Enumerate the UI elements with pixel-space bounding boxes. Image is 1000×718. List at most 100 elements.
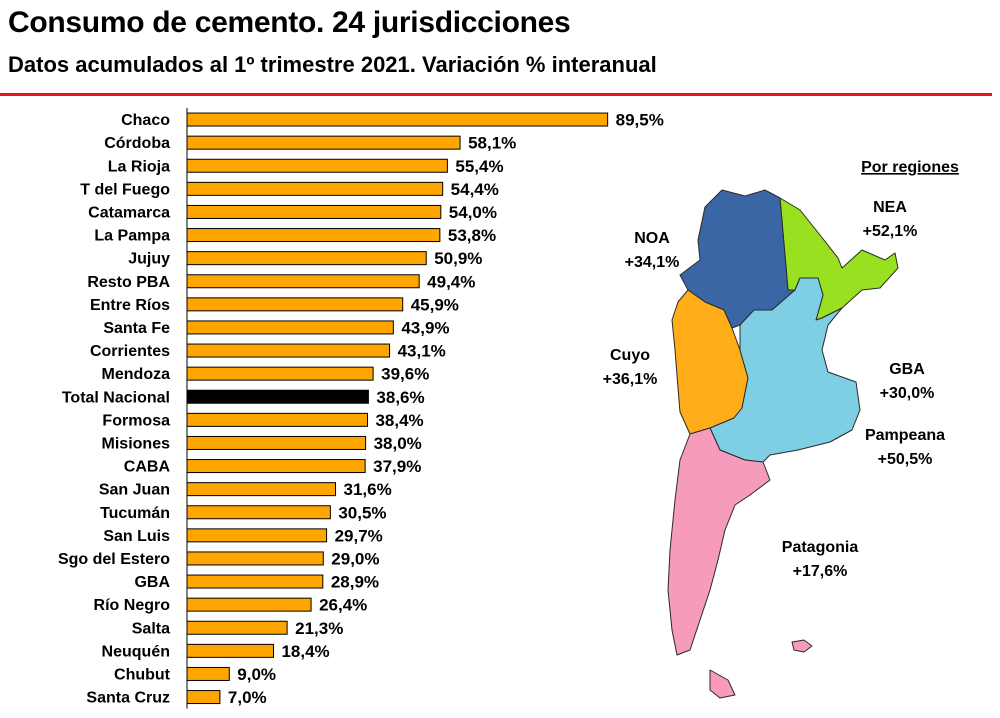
label-pampeana-name: Pampeana — [865, 427, 945, 444]
value-label: 9,0% — [237, 665, 276, 684]
value-label: 28,9% — [331, 573, 379, 592]
chart-subtitle: Datos acumulados al 1º trimestre 2021. V… — [8, 52, 657, 77]
value-label: 38,0% — [374, 434, 422, 453]
bar — [186, 690, 221, 705]
value-label: 31,6% — [344, 480, 392, 499]
category-label: Jujuy — [128, 251, 170, 268]
chart-title: Consumo de cemento. 24 jurisdicciones — [8, 6, 571, 39]
bar — [186, 297, 404, 312]
value-label: 21,3% — [295, 619, 343, 638]
value-label: 45,9% — [411, 295, 459, 314]
value-label: 54,0% — [449, 203, 497, 222]
title-divider — [0, 93, 992, 96]
bar — [186, 135, 461, 150]
value-label: 7,0% — [228, 688, 267, 707]
label-nea-value: +52,1% — [863, 223, 918, 240]
value-label: 89,5% — [616, 111, 664, 130]
bar — [186, 574, 324, 589]
bar — [186, 412, 368, 427]
category-label: Salta — [132, 620, 170, 637]
label-noa-name: NOA — [634, 230, 670, 247]
category-label: San Juan — [99, 482, 170, 499]
category-label: Santa Fe — [103, 320, 170, 337]
bar — [186, 482, 337, 497]
bar — [186, 666, 230, 681]
category-label: Chaco — [121, 112, 170, 129]
label-patagonia-value: +17,6% — [793, 563, 848, 580]
region-pampeana-shape — [709, 277, 861, 463]
bar — [186, 435, 367, 450]
value-label: 39,6% — [381, 365, 429, 384]
bar — [186, 181, 444, 196]
bar — [186, 274, 420, 289]
category-label: Córdoba — [104, 135, 170, 152]
category-label: Tucumán — [100, 505, 170, 522]
bar — [186, 204, 442, 219]
category-label: La Rioja — [108, 158, 170, 175]
label-cuyo-value: +36,1% — [603, 371, 658, 388]
bar — [186, 389, 369, 404]
bar — [186, 459, 366, 474]
category-label: Corrientes — [90, 343, 170, 360]
map-heading: Por regiones — [861, 159, 959, 176]
value-label: 18,4% — [281, 642, 329, 661]
category-label: San Luis — [103, 528, 170, 545]
label-noa-value: +34,1% — [625, 254, 680, 271]
region-patagonia-tdf-shape — [709, 669, 736, 699]
bar-chart: Chaco 89,5% Córdoba 58,1% La Rioja 55,4% T del… — [58, 108, 664, 709]
value-label: 53,8% — [448, 226, 496, 245]
value-label: 26,4% — [319, 596, 367, 615]
category-label: Chubut — [114, 666, 171, 683]
category-label: Formosa — [102, 412, 170, 429]
category-label: Resto PBA — [87, 274, 170, 291]
bar — [186, 620, 288, 635]
category-label: Total Nacional — [62, 389, 170, 406]
value-label: 29,0% — [331, 549, 379, 568]
value-label: 55,4% — [455, 157, 503, 176]
category-label: CABA — [124, 459, 171, 476]
value-label: 43,1% — [398, 342, 446, 361]
argentina-map — [667, 189, 899, 699]
value-label: 30,5% — [338, 503, 386, 522]
value-label: 29,7% — [335, 526, 383, 545]
bar — [186, 505, 331, 520]
region-patagonia-shape — [667, 427, 771, 656]
label-pampeana-value: +50,5% — [878, 451, 933, 468]
bar — [186, 320, 394, 335]
category-label: Mendoza — [102, 366, 171, 383]
bar — [186, 251, 427, 266]
value-label: 37,9% — [373, 457, 421, 476]
label-nea-name: NEA — [873, 199, 907, 216]
category-label: Misiones — [102, 435, 171, 452]
bar — [186, 551, 324, 566]
value-label: 43,9% — [401, 318, 449, 337]
regions-map: Por regiones NOA +34,1% NEA +52,1% Cuyo … — [603, 159, 959, 699]
bar — [186, 643, 274, 658]
bar — [186, 112, 609, 127]
value-label: 38,6% — [376, 388, 424, 407]
category-label: Río Negro — [94, 597, 171, 614]
value-label: 38,4% — [375, 411, 423, 430]
value-label: 54,4% — [451, 180, 499, 199]
category-label: Entre Ríos — [90, 297, 170, 314]
value-label: 58,1% — [468, 134, 516, 153]
label-patagonia-name: Patagonia — [782, 539, 859, 556]
category-label: T del Fuego — [80, 181, 170, 198]
label-cuyo-name: Cuyo — [610, 347, 650, 364]
label-gba-value: +30,0% — [880, 385, 935, 402]
bar — [186, 528, 328, 543]
bars-layer: Chaco 89,5% Córdoba 58,1% La Rioja 55,4% T del… — [58, 111, 664, 707]
category-label: Sgo del Estero — [58, 551, 170, 568]
malvinas-shape — [791, 639, 813, 653]
bar — [186, 228, 441, 243]
bar — [186, 158, 448, 173]
value-label: 50,9% — [434, 249, 482, 268]
bar — [186, 343, 391, 358]
label-gba-name: GBA — [889, 361, 925, 378]
bar — [186, 366, 374, 381]
bar — [186, 597, 312, 612]
value-label: 49,4% — [427, 272, 475, 291]
category-label: Catamarca — [88, 204, 170, 221]
category-label: GBA — [134, 574, 170, 591]
category-label: Neuquén — [102, 643, 170, 660]
